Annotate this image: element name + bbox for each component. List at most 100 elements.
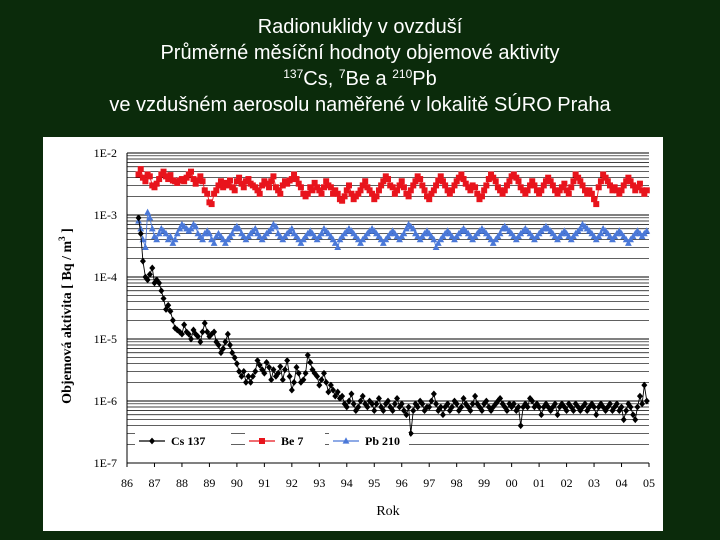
- data-point-be-7: [192, 180, 199, 187]
- data-point-be-7: [462, 180, 469, 187]
- data-point-be-7: [483, 182, 490, 189]
- data-point-cs-137: [581, 400, 588, 408]
- title-line-3: 137Cs, 7Be a 210Pb: [0, 66, 720, 92]
- data-point-be-7: [524, 187, 531, 194]
- data-point-cs-137: [639, 400, 646, 408]
- data-point-cs-137: [302, 369, 309, 377]
- data-point-be-7: [570, 178, 577, 185]
- data-point-cs-137: [151, 279, 158, 287]
- data-point-cs-137: [327, 381, 334, 389]
- data-point-be-7: [467, 187, 474, 194]
- data-point-cs-137: [348, 390, 355, 398]
- data-point-be-7: [577, 178, 584, 185]
- data-point-be-7: [597, 178, 604, 185]
- x-tick-label: 92: [286, 476, 298, 490]
- data-point-be-7: [146, 173, 153, 180]
- data-point-cs-137: [160, 295, 167, 302]
- data-point-be-7: [641, 190, 648, 197]
- data-point-pb-210: [624, 239, 632, 246]
- data-point-cs-137: [398, 400, 405, 408]
- data-point-cs-137: [394, 395, 401, 402]
- grid-layer: [127, 152, 649, 464]
- data-point-be-7: [536, 190, 543, 197]
- data-point-be-7: [449, 187, 456, 194]
- data-point-cs-137: [437, 403, 444, 411]
- data-point-be-7: [579, 182, 586, 189]
- x-tick-label: 88: [176, 476, 188, 490]
- data-point-cs-137: [483, 397, 490, 405]
- data-point-cs-137: [478, 407, 485, 415]
- data-point-be-7: [620, 182, 627, 189]
- data-point-be-7: [268, 178, 275, 185]
- data-point-cs-137: [389, 407, 396, 415]
- data-point-be-7: [478, 193, 485, 200]
- data-point-be-7: [385, 176, 391, 183]
- data-point-cs-137: [527, 395, 534, 402]
- data-point-be-7: [515, 178, 522, 185]
- data-point-be-7: [602, 174, 609, 181]
- data-point-cs-137: [307, 358, 314, 366]
- data-point-be-7: [366, 187, 373, 194]
- x-tick-label: 90: [231, 476, 243, 490]
- data-point-cs-137: [233, 360, 240, 368]
- data-point-be-7: [240, 184, 247, 191]
- data-point-cs-137: [536, 403, 543, 411]
- data-point-pb-210: [489, 239, 497, 246]
- data-point-be-7: [492, 178, 499, 185]
- data-point-cs-137: [300, 376, 307, 384]
- data-point-cs-137: [204, 328, 211, 336]
- data-point-cs-137: [334, 388, 341, 396]
- data-point-cs-137: [178, 330, 185, 338]
- legend-layer: Cs 137 Be 7 Pb 210: [135, 433, 409, 449]
- data-point-cs-137: [238, 372, 245, 380]
- x-tick-label: 89: [203, 476, 215, 490]
- data-point-be-7: [472, 184, 479, 191]
- data-point-pb-210: [334, 243, 342, 251]
- data-point-be-7: [627, 178, 634, 185]
- data-point-be-7: [327, 184, 334, 191]
- data-point-be-7: [556, 187, 563, 194]
- data-point-cs-137: [181, 321, 188, 329]
- data-point-pb-210: [221, 239, 229, 246]
- data-point-cs-137: [552, 400, 559, 408]
- data-point-cs-137: [586, 403, 593, 411]
- data-point-be-7: [616, 190, 623, 197]
- data-point-pb-210: [169, 239, 177, 246]
- data-point-be-7: [254, 187, 261, 194]
- data-point-pb-210: [288, 224, 296, 232]
- data-point-be-7: [632, 187, 639, 194]
- data-point-pb-210: [155, 229, 163, 237]
- data-point-cs-137: [314, 372, 321, 380]
- data-point-cs-137: [343, 403, 350, 411]
- label-layer: 1E-2 1E-3 1E-4 1E-5 1E-6 1E-7 86 87 88 89 90 91 92 93…: [57, 146, 655, 519]
- data-point-cs-137: [192, 330, 199, 338]
- data-point-be-7: [572, 171, 579, 178]
- data-point-cs-137: [460, 395, 467, 402]
- data-point-pb-210: [146, 214, 154, 221]
- data-point-cs-137: [472, 392, 479, 400]
- data-point-be-7: [412, 178, 419, 185]
- data-point-cs-137: [611, 403, 618, 411]
- data-point-be-7: [623, 178, 630, 185]
- data-point-be-7: [396, 182, 403, 189]
- data-point-cs-137: [345, 397, 352, 405]
- data-point-pb-210: [206, 229, 213, 237]
- data-point-be-7: [197, 173, 204, 180]
- data-point-cs-137: [245, 372, 252, 380]
- data-point-be-7: [444, 187, 451, 194]
- data-point-cs-137: [275, 369, 282, 377]
- data-point-cs-137: [311, 369, 318, 377]
- data-point-be-7: [330, 190, 337, 197]
- data-point-be-7: [277, 190, 284, 197]
- data-point-cs-137: [618, 403, 625, 411]
- data-point-be-7: [314, 184, 321, 191]
- y-tick-label: 1E-3: [94, 208, 117, 222]
- data-point-cs-137: [458, 403, 465, 411]
- data-point-pb-210: [357, 239, 364, 246]
- x-tick-label: 03: [588, 476, 600, 490]
- data-point-be-7: [279, 182, 286, 189]
- data-point-pb-210: [208, 235, 216, 243]
- data-point-cs-137: [336, 395, 343, 402]
- data-point-be-7: [575, 174, 582, 181]
- y-tick-label: 1E-5: [94, 332, 117, 346]
